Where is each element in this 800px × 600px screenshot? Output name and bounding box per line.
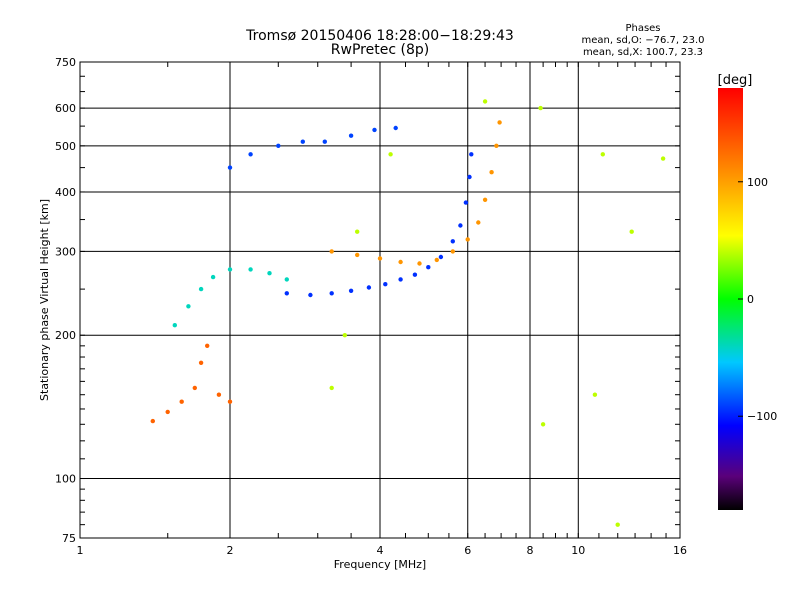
data-point <box>438 254 444 260</box>
y-axis-label: Stationary phase Virtual Height [km] <box>38 199 51 401</box>
y-tick-label: 100 <box>55 473 76 486</box>
data-point <box>538 105 543 111</box>
data-point <box>300 139 305 144</box>
data-point <box>329 249 334 254</box>
colorbar-label: [deg] <box>718 73 753 88</box>
data-point <box>497 120 502 125</box>
chart-subtitle: RwPretec (8p) <box>331 42 429 58</box>
data-point <box>615 522 620 527</box>
data-point <box>172 323 177 328</box>
data-point <box>348 288 354 293</box>
y-tick-label: 400 <box>55 186 76 199</box>
data-point <box>198 360 204 365</box>
data-point <box>322 139 327 144</box>
data-point <box>377 256 383 261</box>
data-point <box>210 274 216 280</box>
y-tick-label: 300 <box>55 245 76 258</box>
data-point <box>227 267 233 272</box>
data-point <box>489 170 494 175</box>
data-point <box>179 399 184 404</box>
data-point <box>342 333 347 338</box>
data-point <box>329 385 334 391</box>
y-tick-label: 600 <box>55 102 76 115</box>
data-point <box>540 422 546 427</box>
data-point <box>393 125 398 131</box>
data-point <box>592 392 598 397</box>
y-tick-label: 200 <box>55 329 76 342</box>
data-point <box>186 304 191 309</box>
data-point <box>205 343 210 348</box>
data-point <box>417 261 422 266</box>
data-point <box>398 277 403 282</box>
data-point <box>463 200 469 205</box>
y-tick-labels: 75 100 200 300 400 500 600 750 <box>55 56 76 545</box>
y-tick-label: 75 <box>62 532 76 545</box>
y-tick-label: 500 <box>55 140 76 153</box>
data-point <box>366 285 372 290</box>
data-point <box>165 409 170 415</box>
data-point <box>482 197 488 202</box>
data-point <box>629 229 634 234</box>
data-points <box>150 99 666 527</box>
x-tick-label: 8 <box>527 544 534 557</box>
data-point <box>248 267 253 272</box>
data-point <box>308 292 313 298</box>
y-tick-label: 750 <box>55 56 76 69</box>
data-point <box>355 252 360 258</box>
data-point <box>494 143 499 148</box>
axis-ticks <box>79 61 681 538</box>
colorbar-tick-label: −100 <box>747 410 777 423</box>
data-point <box>450 249 455 254</box>
x-tick-label: 4 <box>377 544 384 557</box>
data-point <box>398 259 403 265</box>
data-point <box>284 291 289 296</box>
x-axis-label: Frequency [MHz] <box>334 558 426 571</box>
colorbar-tick-label: 0 <box>747 293 754 306</box>
chart-title: Tromsø 20150406 18:28:00−18:29:43 <box>245 28 514 44</box>
data-point <box>476 220 481 225</box>
data-point <box>284 277 289 282</box>
data-point <box>450 239 455 244</box>
data-point <box>469 152 474 157</box>
data-point <box>434 257 439 263</box>
phase-heading: Phases <box>625 23 660 34</box>
data-point <box>600 152 605 157</box>
phase-o-stats: mean, sd,O: −76.7, 23.0 <box>582 35 705 46</box>
data-point <box>248 152 253 157</box>
data-point <box>216 392 222 397</box>
data-point <box>388 152 393 157</box>
data-point <box>276 143 281 148</box>
x-tick-label: 2 <box>227 544 234 557</box>
colorbar-tick-label: 100 <box>747 176 768 189</box>
data-point <box>458 223 463 228</box>
data-point <box>465 237 470 242</box>
data-point <box>329 291 334 296</box>
data-point <box>412 272 418 277</box>
x-tick-label: 6 <box>464 544 471 557</box>
data-point <box>348 133 354 138</box>
data-point <box>227 165 233 170</box>
x-tick-label: 10 <box>571 544 585 557</box>
data-point <box>660 156 666 161</box>
colorbar-ticks: 100 0 −100 <box>738 176 777 423</box>
data-point <box>383 282 388 287</box>
data-point <box>426 265 431 270</box>
grid-lines <box>80 62 680 538</box>
phase-x-stats: mean, sd,X: 100.7, 23.3 <box>583 47 703 58</box>
data-point <box>267 271 272 276</box>
data-point <box>372 127 377 133</box>
data-point <box>198 286 204 292</box>
data-point <box>467 174 472 180</box>
data-point <box>355 229 360 234</box>
x-tick-labels: 1 2 4 6 8 10 16 <box>77 544 688 557</box>
data-point <box>227 399 233 404</box>
x-tick-label: 1 <box>77 544 84 557</box>
data-point <box>150 418 155 424</box>
data-point <box>192 385 197 391</box>
data-point <box>482 99 488 104</box>
x-tick-label: 16 <box>673 544 687 557</box>
